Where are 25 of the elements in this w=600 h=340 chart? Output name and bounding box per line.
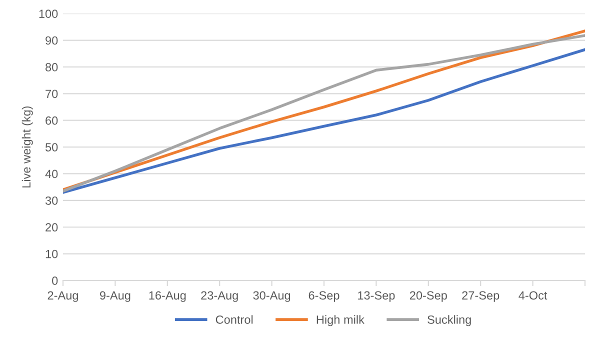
- y-tick-label: 50: [45, 143, 58, 152]
- y-tick-label: 0: [52, 276, 58, 285]
- y-tick-label: 90: [46, 36, 58, 45]
- x-tick-label: 4-Oct: [518, 291, 548, 300]
- x-tick-label: 20-Sep: [410, 291, 447, 302]
- y-tick-label: 100: [39, 10, 58, 18]
- y-tick-label: 10: [46, 250, 58, 258]
- y-tick-label: 70: [46, 90, 58, 98]
- y-tick-label: 60: [46, 116, 58, 125]
- x-tick-label: 23-Aug: [201, 291, 238, 302]
- y-tick-label: 80: [46, 63, 58, 72]
- y-tick-label: 30: [45, 196, 58, 205]
- x-tick-label: 16-Aug: [149, 291, 186, 302]
- x-tick-label: 6-Sep: [308, 291, 340, 302]
- x-tick-label: 9-Aug: [100, 291, 130, 302]
- y-tick-label: 20: [46, 223, 58, 232]
- x-tick-label: 30-Aug: [253, 291, 290, 302]
- y-tick-label: 40: [45, 170, 58, 178]
- legend-label: Suckling: [428, 315, 471, 326]
- legend-label: High milk: [316, 315, 364, 326]
- x-tick-label: 27-Sep: [462, 291, 500, 302]
- y-axis-title: Live weight (kg): [22, 106, 33, 188]
- x-tick-label: 13-Sep: [358, 291, 395, 302]
- legend-label: Control: [216, 315, 253, 324]
- x-tick-label: 2-Aug: [48, 291, 78, 302]
